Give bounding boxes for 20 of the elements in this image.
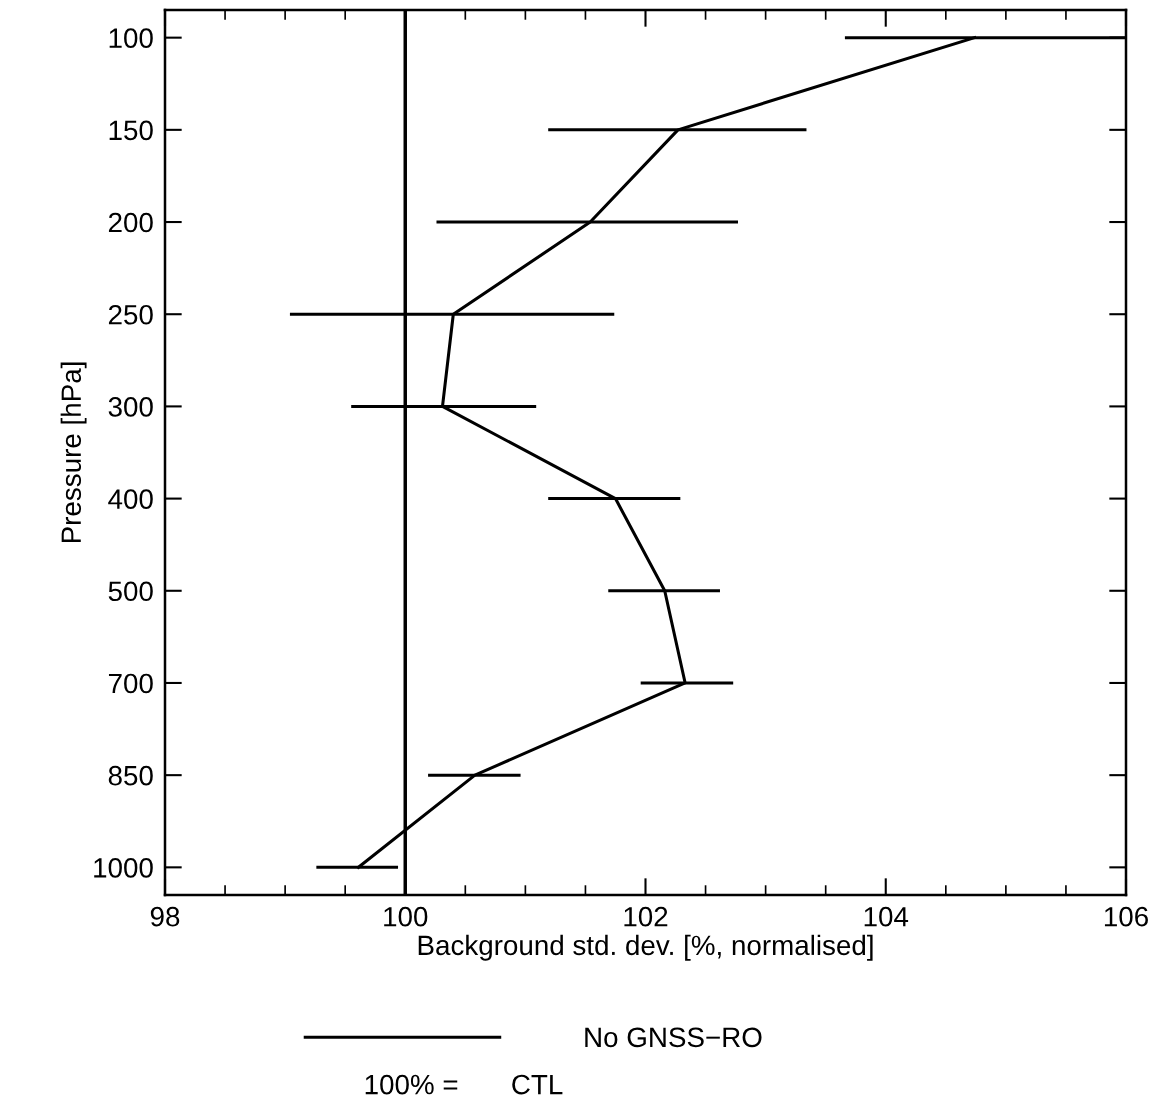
x-tick-label: 102	[624, 906, 668, 927]
x-tick-label: 98	[150, 906, 180, 927]
text: 100% =	[365, 1074, 458, 1095]
y-tick-label: 1000	[94, 858, 153, 878]
y-tick-label: 850	[108, 765, 153, 786]
y-tick-label: 700	[108, 673, 153, 694]
y-axis-title: Pressure [hPa]	[60, 362, 87, 543]
x-axis-title: Background std. dev. [%, normalised]	[418, 934, 873, 961]
y-tick-label: 400	[108, 489, 153, 509]
y-tick-label: 300	[108, 397, 153, 417]
text: CTL	[512, 1074, 563, 1095]
y-tick-label: 100	[109, 28, 153, 48]
x-tick-label: 100	[384, 906, 428, 927]
y-tick-label: 200	[108, 212, 153, 233]
text: No GNSS−RO	[585, 1027, 762, 1048]
x-tick-label: 106	[1104, 906, 1148, 927]
x-tick-label: 104	[864, 906, 909, 927]
y-tick-label: 150	[109, 120, 153, 141]
y-tick-label: 250	[108, 304, 153, 325]
y-tick-label: 500	[108, 581, 153, 602]
